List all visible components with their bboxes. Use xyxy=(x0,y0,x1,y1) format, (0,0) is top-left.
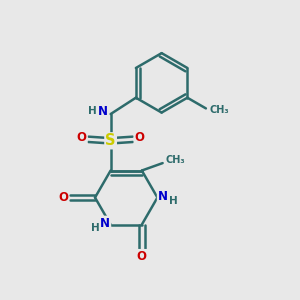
Text: O: O xyxy=(58,191,68,204)
Text: N: N xyxy=(158,190,168,202)
Text: H: H xyxy=(169,196,177,206)
Text: N: N xyxy=(98,105,108,118)
Text: N: N xyxy=(100,217,110,230)
Text: O: O xyxy=(77,131,87,144)
Text: S: S xyxy=(105,133,116,148)
Text: H: H xyxy=(88,106,97,116)
Text: O: O xyxy=(137,250,147,263)
Text: O: O xyxy=(134,131,144,144)
Text: CH₃: CH₃ xyxy=(166,155,185,165)
Text: CH₃: CH₃ xyxy=(209,105,229,115)
Text: H: H xyxy=(91,223,100,233)
